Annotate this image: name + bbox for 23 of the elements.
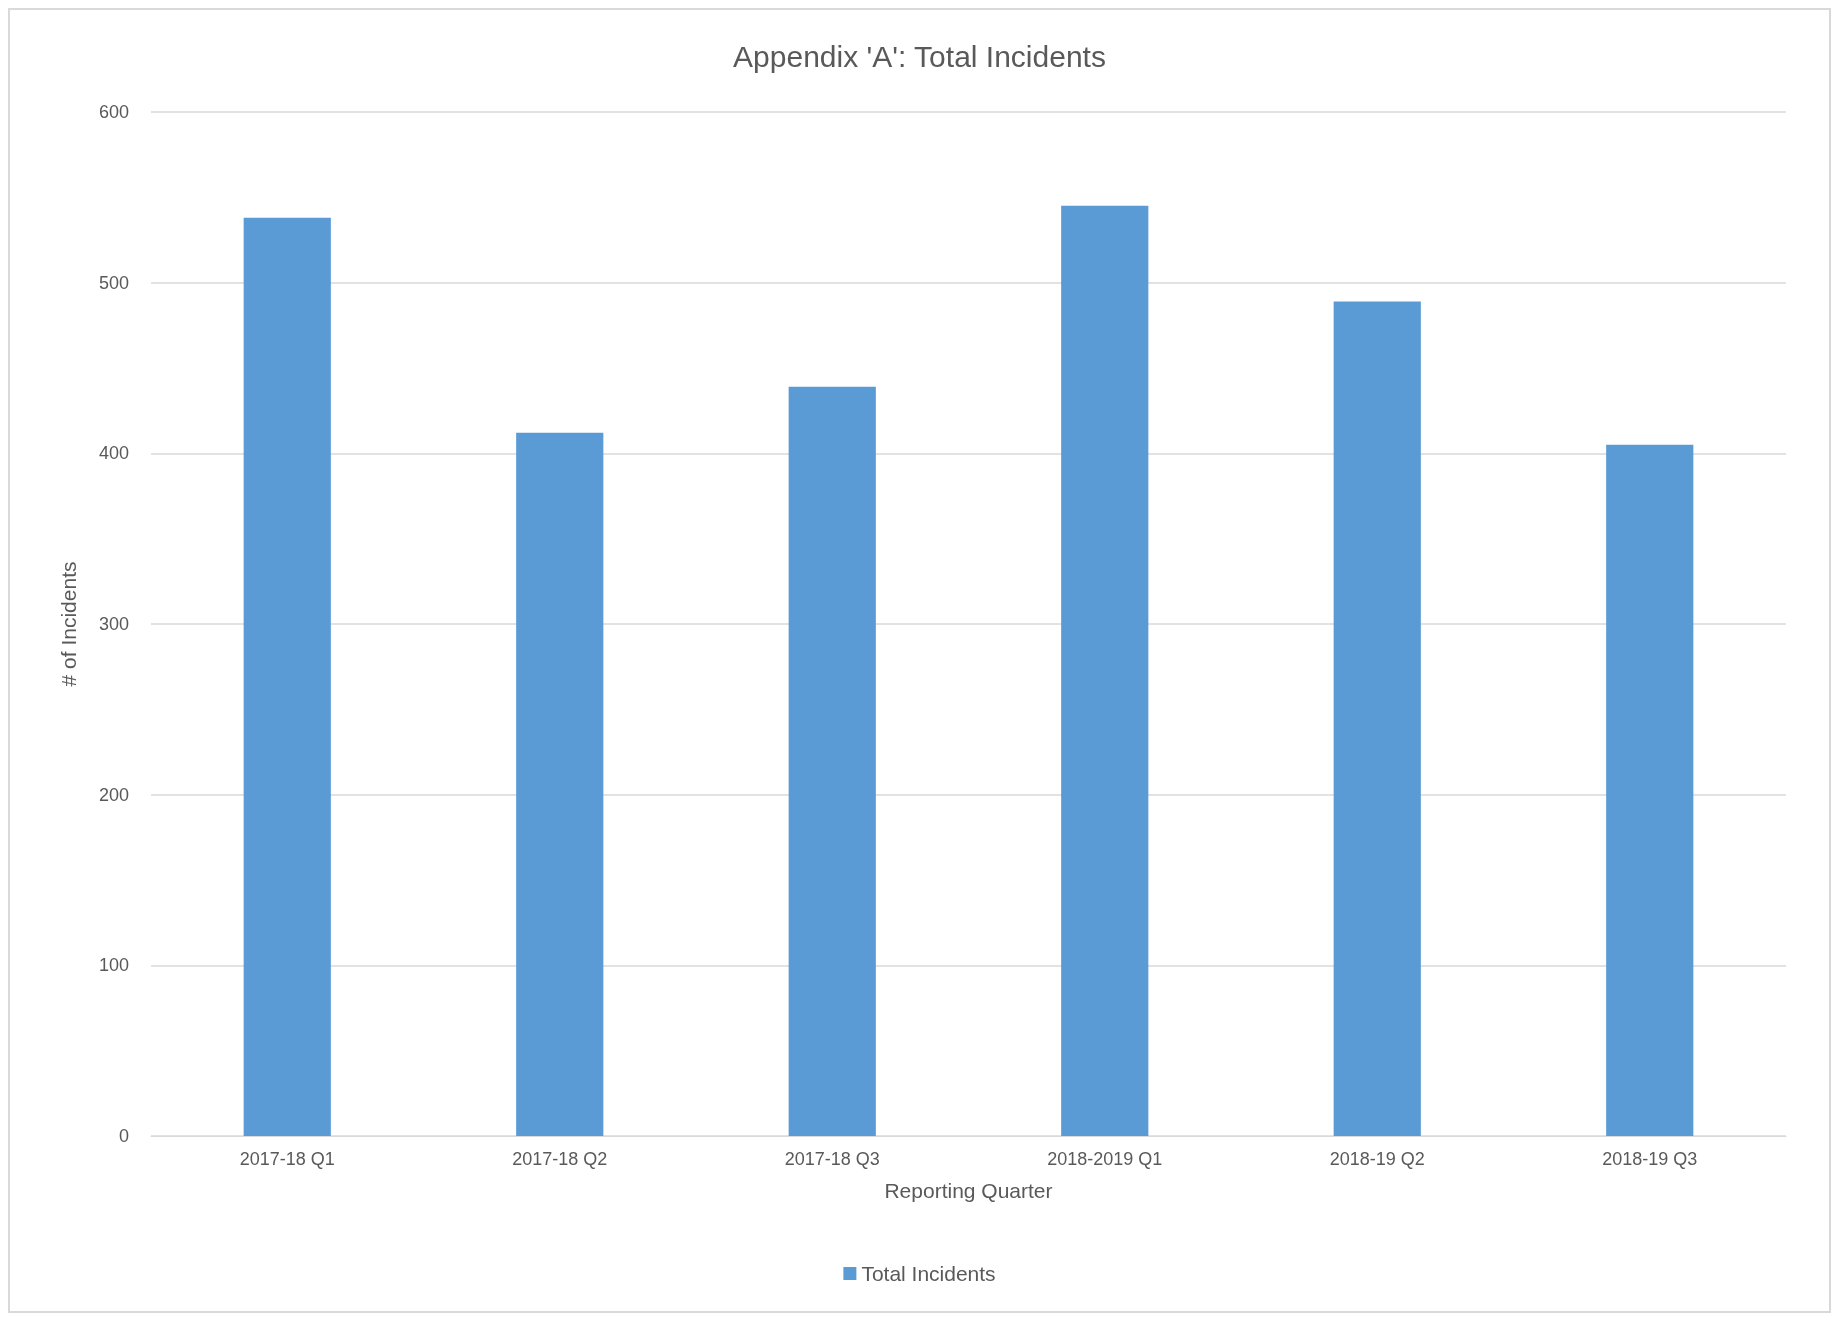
y-tick-label: 100 <box>98 955 129 976</box>
x-tick-label: 2018-19 Q2 <box>1329 1149 1425 1169</box>
bar <box>788 386 876 1136</box>
x-tick-label: 2018-19 Q3 <box>1602 1149 1698 1169</box>
y-axis-title: # of Incidents <box>57 561 80 687</box>
legend-label: Total Incidents <box>861 1262 996 1285</box>
bar <box>1333 301 1421 1136</box>
bar <box>516 432 604 1136</box>
bar <box>1061 205 1149 1136</box>
y-tick-label: 200 <box>98 784 129 805</box>
y-tick-label: 500 <box>98 272 129 293</box>
x-axis-title: Reporting Quarter <box>884 1179 1053 1202</box>
x-tick-label: 2017-18 Q3 <box>784 1149 880 1169</box>
y-tick-label: 600 <box>98 102 129 122</box>
x-tick-label: 2017-18 Q2 <box>512 1149 608 1169</box>
y-tick-label: 0 <box>118 1126 129 1146</box>
y-tick-label: 300 <box>98 614 129 634</box>
bar <box>243 217 331 1136</box>
bar <box>1606 444 1694 1136</box>
y-tick-label: 400 <box>98 443 129 464</box>
x-tick-label: 2017-18 Q1 <box>239 1149 335 1169</box>
chart-title: Appendix 'A': Total Incidents <box>733 39 1106 73</box>
x-tick-label: 2018-2019 Q1 <box>1047 1149 1163 1169</box>
